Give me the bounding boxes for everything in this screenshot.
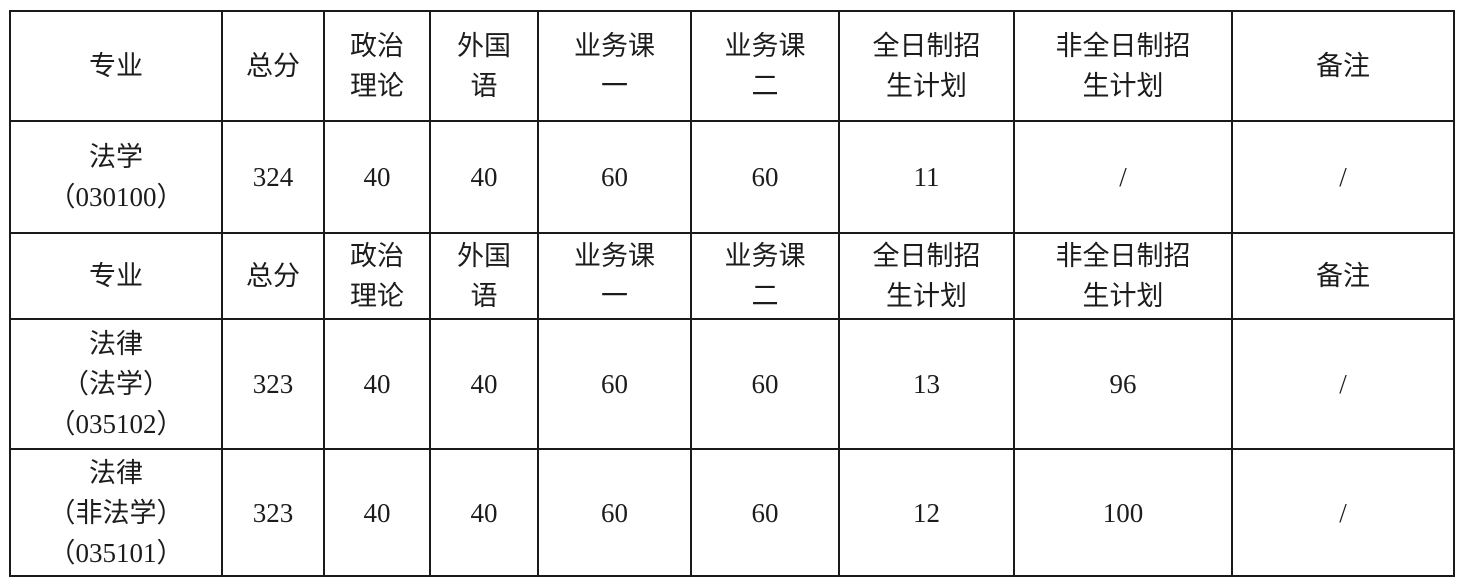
header-cell-course-two: 业务课 二 xyxy=(690,232,840,320)
cell-major-name: 法律 （非法学） （035101） xyxy=(9,448,223,577)
header-cell-major: 专业 xyxy=(9,232,223,320)
cell-fulltime-plan: 13 xyxy=(838,318,1015,450)
cell-remarks: / xyxy=(1231,318,1455,450)
cell-remarks: / xyxy=(1231,448,1455,577)
cell-politics: 40 xyxy=(323,448,431,577)
cell-total-score: 324 xyxy=(221,120,325,234)
cell-politics: 40 xyxy=(323,120,431,234)
admission-score-table: 专业 总分 政治 理论 外国 语 业务课 一 业务课 二 全日制招 生计划 非全… xyxy=(9,10,1455,577)
header-cell-total-score: 总分 xyxy=(221,232,325,320)
header-cell-politics: 政治 理论 xyxy=(323,232,431,320)
data-row-law-master-nonlaw: 法律 （非法学） （035101） 323 40 40 60 60 12 100… xyxy=(9,448,1455,577)
cell-major-name: 法学 （030100） xyxy=(9,120,223,234)
cell-fulltime-plan: 12 xyxy=(838,448,1015,577)
cell-foreign-lang: 40 xyxy=(429,318,539,450)
cell-remarks: / xyxy=(1231,120,1455,234)
cell-major-name: 法律 （法学） （035102） xyxy=(9,318,223,450)
cell-total-score: 323 xyxy=(221,448,325,577)
data-row-law-master-law: 法律 （法学） （035102） 323 40 40 60 60 13 96 / xyxy=(9,318,1455,450)
cell-parttime-plan: / xyxy=(1013,120,1233,234)
header-cell-course-one: 业务课 一 xyxy=(537,10,692,122)
data-row-law-science: 法学 （030100） 324 40 40 60 60 11 / / xyxy=(9,120,1455,234)
header-cell-politics: 政治 理论 xyxy=(323,10,431,122)
header-cell-total-score: 总分 xyxy=(221,10,325,122)
header-cell-fulltime-plan: 全日制招 生计划 xyxy=(838,10,1015,122)
header-cell-fulltime-plan: 全日制招 生计划 xyxy=(838,232,1015,320)
cell-course-two: 60 xyxy=(690,318,840,450)
cell-course-one: 60 xyxy=(537,120,692,234)
header-cell-parttime-plan: 非全日制招 生计划 xyxy=(1013,232,1233,320)
header-row-section-1: 专业 总分 政治 理论 外国 语 业务课 一 业务课 二 全日制招 生计划 非全… xyxy=(9,10,1455,122)
header-cell-parttime-plan: 非全日制招 生计划 xyxy=(1013,10,1233,122)
header-cell-foreign-lang: 外国 语 xyxy=(429,232,539,320)
header-row-section-2: 专业 总分 政治 理论 外国 语 业务课 一 业务课 二 全日制招 生计划 非全… xyxy=(9,232,1455,320)
cell-foreign-lang: 40 xyxy=(429,448,539,577)
cell-parttime-plan: 100 xyxy=(1013,448,1233,577)
header-cell-major: 专业 xyxy=(9,10,223,122)
cell-course-two: 60 xyxy=(690,448,840,577)
admission-score-table-wrapper: 专业 总分 政治 理论 外国 语 业务课 一 业务课 二 全日制招 生计划 非全… xyxy=(9,10,1455,577)
cell-course-one: 60 xyxy=(537,318,692,450)
header-cell-foreign-lang: 外国 语 xyxy=(429,10,539,122)
cell-foreign-lang: 40 xyxy=(429,120,539,234)
cell-fulltime-plan: 11 xyxy=(838,120,1015,234)
header-cell-course-two: 业务课 二 xyxy=(690,10,840,122)
header-cell-course-one: 业务课 一 xyxy=(537,232,692,320)
cell-course-two: 60 xyxy=(690,120,840,234)
cell-course-one: 60 xyxy=(537,448,692,577)
header-cell-remarks: 备注 xyxy=(1231,10,1455,122)
cell-total-score: 323 xyxy=(221,318,325,450)
cell-parttime-plan: 96 xyxy=(1013,318,1233,450)
cell-politics: 40 xyxy=(323,318,431,450)
header-cell-remarks: 备注 xyxy=(1231,232,1455,320)
